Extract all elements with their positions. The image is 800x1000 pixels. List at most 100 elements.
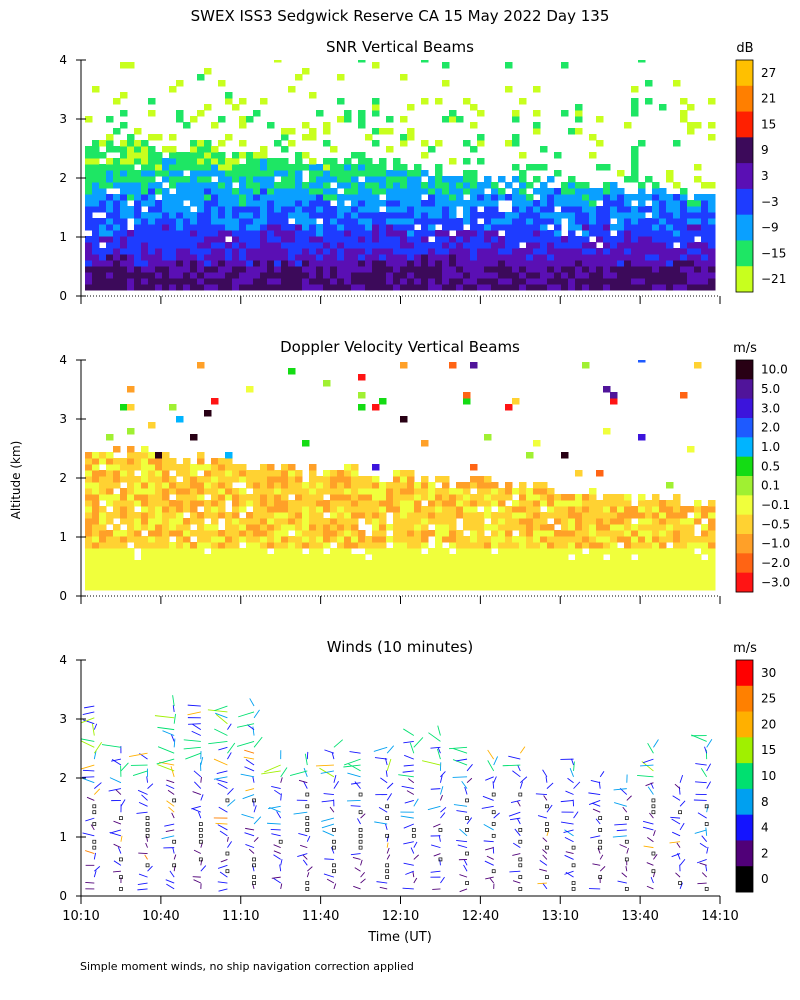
field-cell: [323, 236, 331, 243]
field-cell: [162, 230, 170, 237]
field-cell: [603, 200, 611, 207]
wind-barb: [642, 820, 654, 825]
field-cell: [470, 188, 478, 195]
field-cell: [589, 578, 597, 585]
field-cell: [568, 548, 576, 555]
field-cell: [148, 548, 156, 555]
wind-barb: [452, 776, 468, 778]
wind-barb: [165, 829, 175, 833]
field-cell: [302, 572, 310, 579]
field-cell: [694, 518, 702, 525]
field-cell: [561, 512, 569, 519]
field-cell: [113, 200, 121, 207]
field-cell: [253, 476, 261, 483]
field-cell: [540, 512, 548, 519]
field-cell: [456, 116, 464, 123]
field-cell: [624, 236, 632, 243]
field-cell: [183, 500, 191, 507]
field-cell: [113, 176, 121, 183]
field-cell: [379, 164, 387, 171]
field-cell: [680, 212, 688, 219]
field-cell: [498, 548, 506, 555]
field-cell: [323, 266, 331, 273]
field-cell: [148, 524, 156, 531]
field-cell: [435, 548, 443, 555]
field-cell: [85, 224, 93, 231]
field-cell: [113, 254, 121, 261]
field-cell: [435, 242, 443, 249]
field-cell: [176, 566, 184, 573]
field-cell: [393, 194, 401, 201]
field-cell: [127, 194, 135, 201]
field-cell: [337, 512, 345, 519]
field-cell: [253, 284, 261, 291]
field-cell: [694, 584, 702, 591]
wind-barb: [386, 745, 395, 754]
field-cell: [582, 218, 590, 225]
field-cell: [694, 194, 702, 201]
field-cell: [127, 428, 135, 435]
field-cell: [218, 506, 226, 513]
field-cell: [85, 506, 93, 513]
field-cell: [470, 572, 478, 579]
field-cell: [148, 158, 156, 165]
field-cell: [456, 584, 464, 591]
field-cell: [288, 206, 296, 213]
field-cell: [547, 212, 555, 219]
field-cell: [708, 212, 716, 219]
field-cell: [680, 242, 688, 249]
field-cell: [302, 542, 310, 549]
field-cell: [358, 158, 366, 165]
field-cell: [638, 524, 646, 531]
field-cell: [589, 488, 597, 495]
field-cell: [673, 212, 681, 219]
field-cell: [309, 554, 317, 561]
field-cell: [379, 260, 387, 267]
field-cell: [645, 500, 653, 507]
wind-barb: [302, 854, 308, 860]
wind-barb: [403, 841, 414, 845]
wind-barb: [386, 854, 391, 860]
field-cell: [400, 554, 408, 561]
field-cell: [659, 524, 667, 531]
field-cell: [568, 224, 576, 231]
field-cell: [603, 494, 611, 501]
field-cell: [134, 158, 142, 165]
field-cell: [512, 224, 520, 231]
field-cell: [435, 518, 443, 525]
wind-barb: [115, 789, 122, 795]
calm-marker: [305, 792, 310, 797]
field-cell: [190, 584, 198, 591]
field-cell: [232, 242, 240, 249]
field-cell: [701, 230, 709, 237]
field-cell: [603, 518, 611, 525]
field-cell: [232, 206, 240, 213]
field-cell: [596, 572, 604, 579]
wind-barb: [652, 872, 656, 878]
wind-barb: [242, 794, 255, 800]
field-cell: [225, 182, 233, 189]
field-cell: [106, 218, 114, 225]
field-cell: [211, 164, 219, 171]
field-cell: [596, 578, 604, 585]
calm-marker: [92, 822, 97, 826]
field-cell: [575, 512, 583, 519]
field-cell: [316, 224, 324, 231]
field-cell: [694, 254, 702, 261]
field-cell: [631, 194, 639, 201]
field-cell: [421, 584, 429, 591]
field-cell: [533, 518, 541, 525]
wind-barb: [564, 829, 574, 837]
field-cell: [239, 152, 247, 159]
field-cell: [596, 566, 604, 573]
field-cell: [470, 206, 478, 213]
field-cell: [484, 482, 492, 489]
wind-barb: [539, 868, 548, 872]
field-cell: [393, 254, 401, 261]
field-cell: [414, 236, 422, 243]
wind-barb: [403, 764, 414, 767]
field-cell: [295, 566, 303, 573]
field-cell: [400, 548, 408, 555]
field-cell: [470, 212, 478, 219]
field-cell: [141, 500, 149, 507]
